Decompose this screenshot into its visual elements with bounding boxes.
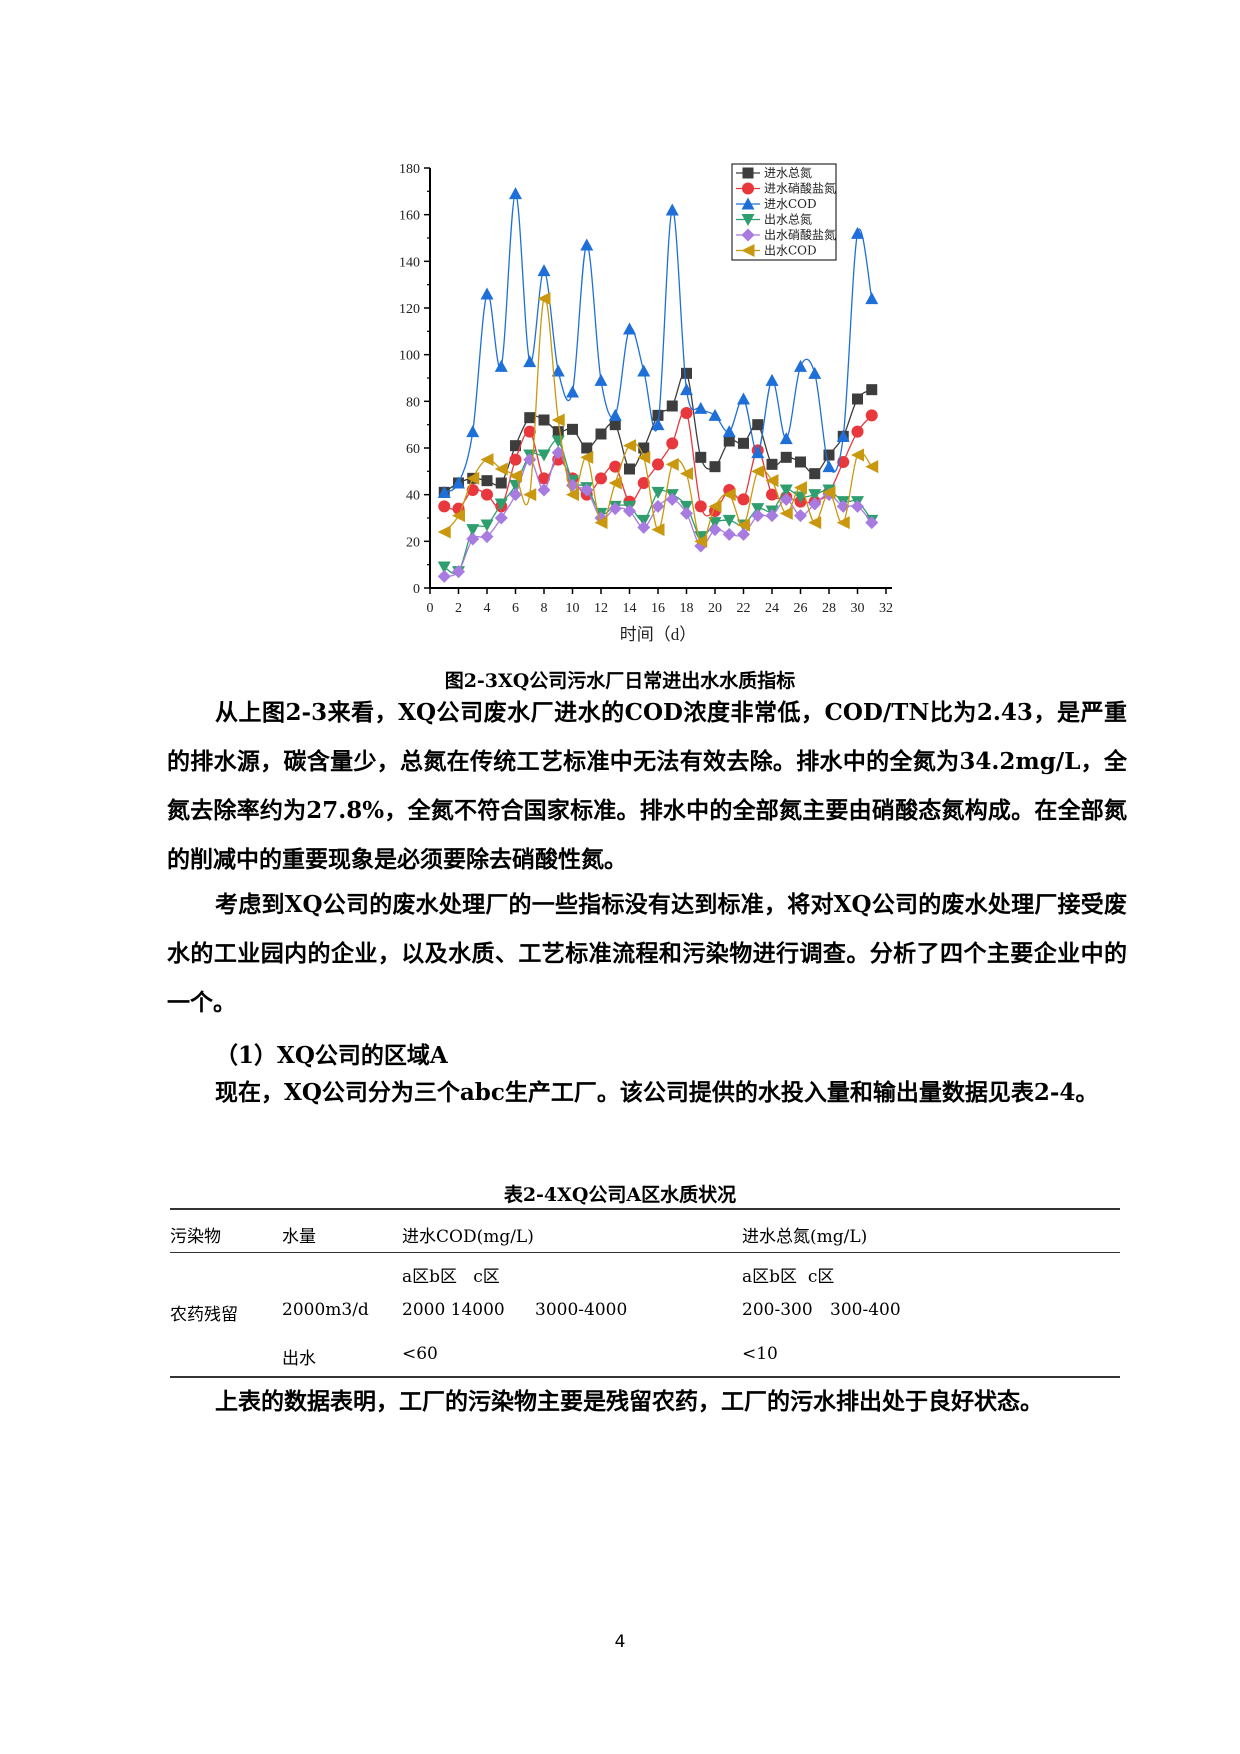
x-tick-label: 30 (851, 601, 865, 616)
row1-cod-ab: 2000 14000 (402, 1300, 505, 1320)
row2-volume: 出水 (282, 1349, 316, 1369)
cod-zone-labels: a区b区 c区 (402, 1267, 500, 1287)
y-tick-label: 160 (399, 209, 420, 224)
legend-entry: 进水硝酸盐氮 (764, 181, 836, 196)
paragraph-plants: 现在，XQ公司分为三个abc生产工厂。该公司提供的水投入量和输出量数据见表2-4… (215, 1079, 1099, 1106)
x-tick-label: 22 (737, 601, 751, 616)
header-cod: 进水COD(mg/L) (402, 1227, 534, 1247)
x-tick-label: 8 (541, 601, 548, 616)
table-header-rule (170, 1252, 1120, 1253)
y-tick-label: 40 (406, 489, 420, 504)
table-top-rule (170, 1208, 1120, 1210)
header-tn: 进水总氮(mg/L) (742, 1227, 868, 1247)
y-tick-label: 120 (399, 302, 420, 317)
y-tick-label: 140 (399, 255, 420, 270)
x-tick-label: 20 (708, 601, 722, 616)
x-axis-label: 时间（d） (620, 625, 697, 644)
series-0 (438, 367, 878, 498)
x-tick-label: 14 (623, 601, 637, 616)
x-tick-label: 12 (594, 601, 608, 616)
row1-cod-c: 3000-4000 (535, 1300, 628, 1320)
series-5 (437, 292, 879, 548)
figure-caption: 图2-3XQ公司污水厂日常进出水水质指标 (444, 670, 796, 692)
row1-tn-c: 300-400 (830, 1300, 901, 1320)
y-tick-label: 80 (406, 395, 420, 410)
legend-entry: 出水硝酸盐氮 (764, 227, 836, 242)
x-tick-label: 10 (566, 601, 580, 616)
paragraph-conclusion: 上表的数据表明，工厂的污染物主要是残留农药，工厂的污水排出处于良好状态。 (215, 1388, 1043, 1415)
y-tick-label: 0 (413, 582, 420, 597)
x-tick-label: 28 (822, 601, 836, 616)
tn-zone-labels: a区b区 c区 (742, 1267, 835, 1287)
y-tick-label: 60 (406, 442, 420, 457)
y-tick-label: 20 (406, 535, 420, 550)
table-title: 表2-4XQ公司A区水质状况 (503, 1184, 737, 1206)
page-number: 4 (614, 1632, 626, 1652)
x-tick-label: 6 (512, 601, 519, 616)
row1-tn-ab: 200-300 (742, 1300, 813, 1320)
paragraph-investigation: 考虑到XQ公司的废水处理厂的一些指标没有达到标准，将对XQ公司的废水处理厂接受废… (167, 891, 1127, 1016)
x-tick-label: 26 (794, 601, 808, 616)
legend-entry: 进水总氮 (764, 165, 812, 180)
y-tick-label: 180 (399, 162, 420, 177)
table-bottom-rule (170, 1376, 1120, 1378)
x-tick-label: 4 (484, 601, 491, 616)
x-tick-label: 16 (651, 601, 665, 616)
x-tick-label: 18 (680, 601, 694, 616)
header-pollutant: 污染物 (170, 1227, 221, 1247)
header-volume: 水量 (282, 1227, 316, 1247)
row1-pollutant: 农药残留 (170, 1305, 238, 1325)
paragraph-analysis: 从上图2-3来看，XQ公司废水厂进水的COD浓度非常低，COD/TN比为2.43… (167, 699, 1127, 873)
y-tick-label: 100 (399, 349, 420, 364)
x-tick-label: 0 (427, 601, 434, 616)
series-2 (437, 187, 879, 498)
series-4 (437, 446, 879, 583)
row2-tn: <10 (742, 1344, 778, 1364)
x-tick-label: 2 (455, 601, 462, 616)
x-tick-label: 32 (879, 601, 893, 616)
legend-entry: 出水COD (764, 244, 817, 258)
water-quality-chart: 0 20 40 60 80 100 120 140 160 180 0 2 4 6 8 10 12 14 16 18 2… (370, 150, 910, 670)
section-heading: （1）XQ公司的区域A (215, 1042, 448, 1069)
legend-entry: 进水COD (764, 197, 817, 211)
x-tick-label: 24 (765, 601, 779, 616)
row1-volume: 2000m3/d (282, 1300, 369, 1320)
row2-cod: <60 (402, 1344, 438, 1364)
legend-entry: 出水总氮 (764, 212, 812, 227)
